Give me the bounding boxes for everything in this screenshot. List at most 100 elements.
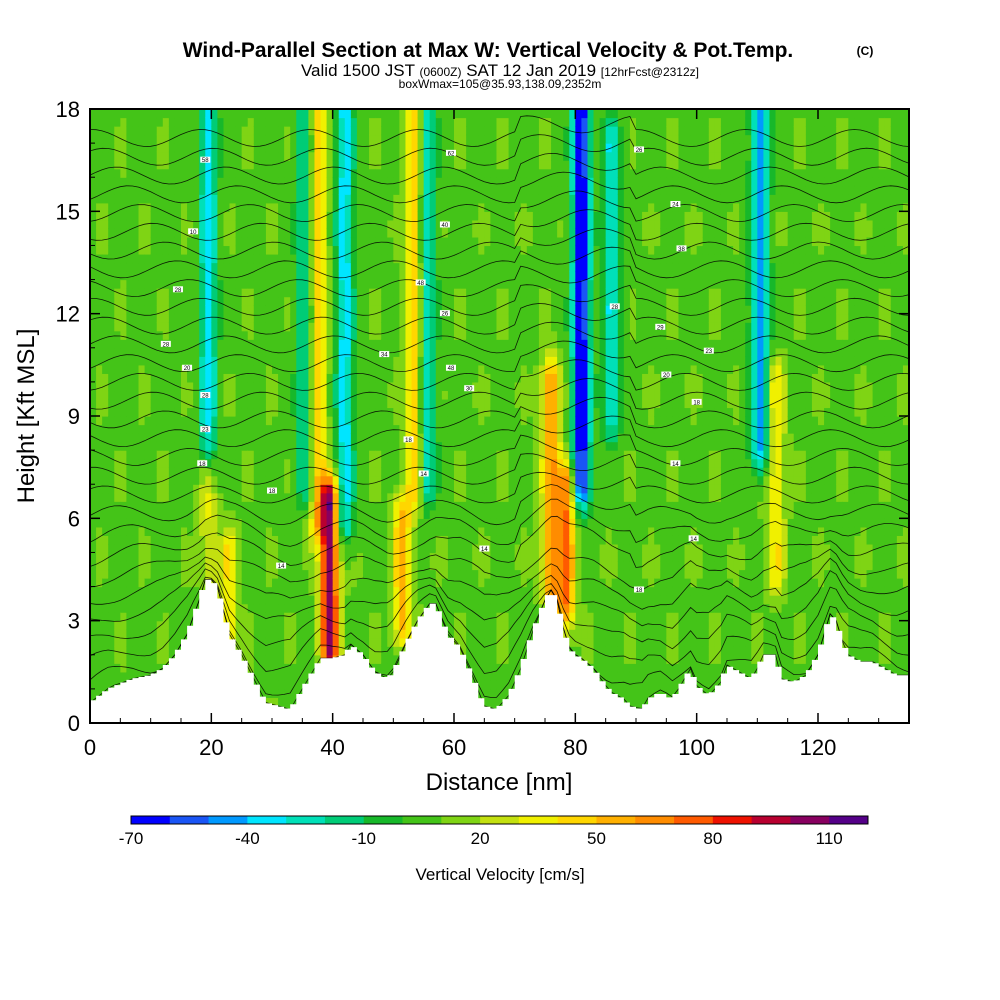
w-cell [211,535,218,545]
w-cell [272,424,279,434]
w-cell [174,484,182,494]
w-cell [205,364,212,374]
w-cell [265,398,273,409]
w-cell [150,654,158,664]
w-cell [399,578,407,588]
w-cell [96,185,103,195]
w-cell [181,330,188,340]
w-cell [332,245,340,255]
w-cell [211,288,218,298]
w-cell [460,646,467,656]
w-cell [466,117,473,127]
w-cell [338,245,346,255]
w-cell [423,560,431,571]
w-cell [168,322,176,332]
w-cell [496,424,504,434]
w-cell [96,680,103,690]
w-cell [96,501,103,511]
w-cell [241,458,249,468]
w-cell [478,356,485,366]
w-cell [375,305,382,315]
w-cell [496,339,504,349]
w-cell [278,262,285,272]
w-cell [369,313,376,323]
w-cell [108,134,115,144]
w-cell [199,543,206,554]
w-cell [411,595,419,605]
w-cell [90,109,97,119]
w-cell [302,595,309,605]
w-cell [150,288,158,298]
w-cell [338,629,346,639]
w-cell [356,228,364,238]
w-cell [108,347,115,357]
w-cell [478,467,485,477]
w-cell [284,271,291,281]
w-cell [211,185,218,195]
w-cell [472,535,479,545]
w-cell [356,177,364,187]
w-cell [369,364,376,374]
w-cell [490,637,498,647]
w-cell [217,143,225,153]
w-cell [472,134,479,144]
w-cell [387,288,394,298]
w-cell [265,390,273,400]
w-cell [466,620,473,630]
w-cell [265,560,273,571]
w-cell [108,543,115,554]
w-cell [314,219,322,229]
w-cell [90,458,97,468]
w-cell [496,578,504,588]
w-cell [272,185,279,195]
w-cell [96,637,103,647]
w-cell [217,543,225,554]
w-cell [290,680,297,690]
w-cell [363,416,370,426]
w-cell [302,160,309,170]
w-cell [296,637,303,647]
w-cell [290,671,297,681]
w-cell [338,322,346,332]
w-cell [241,236,249,247]
w-cell [411,151,419,161]
w-cell [114,134,121,144]
w-cell [126,185,134,195]
w-cell [253,185,261,195]
w-cell [181,441,188,451]
w-cell [296,526,303,536]
w-cell [90,407,97,417]
w-cell [199,526,206,536]
w-cell [350,484,358,494]
w-cell [290,654,297,664]
w-cell [120,117,127,127]
w-cell [150,236,158,247]
w-cell [162,151,170,161]
w-cell [284,262,291,272]
w-cell [344,134,352,144]
w-cell [102,526,109,536]
w-cell [466,356,473,366]
w-cell [247,177,255,187]
w-cell [326,509,334,519]
w-cell [508,603,516,613]
w-cell [223,407,231,417]
w-cell [156,398,164,409]
w-cell [96,322,103,332]
w-cell [138,543,146,554]
w-cell [308,450,316,460]
w-cell [296,535,303,545]
w-cell [150,211,158,221]
w-cell [144,612,152,622]
w-cell [90,663,97,673]
w-cell [253,109,261,119]
w-cell [126,245,134,255]
w-cell [302,305,309,315]
w-cell [381,535,388,545]
w-cell [435,398,443,409]
w-cell [144,595,152,605]
w-cell [156,194,164,204]
w-cell [472,407,479,417]
w-cell [235,560,243,571]
w-cell [150,501,158,511]
